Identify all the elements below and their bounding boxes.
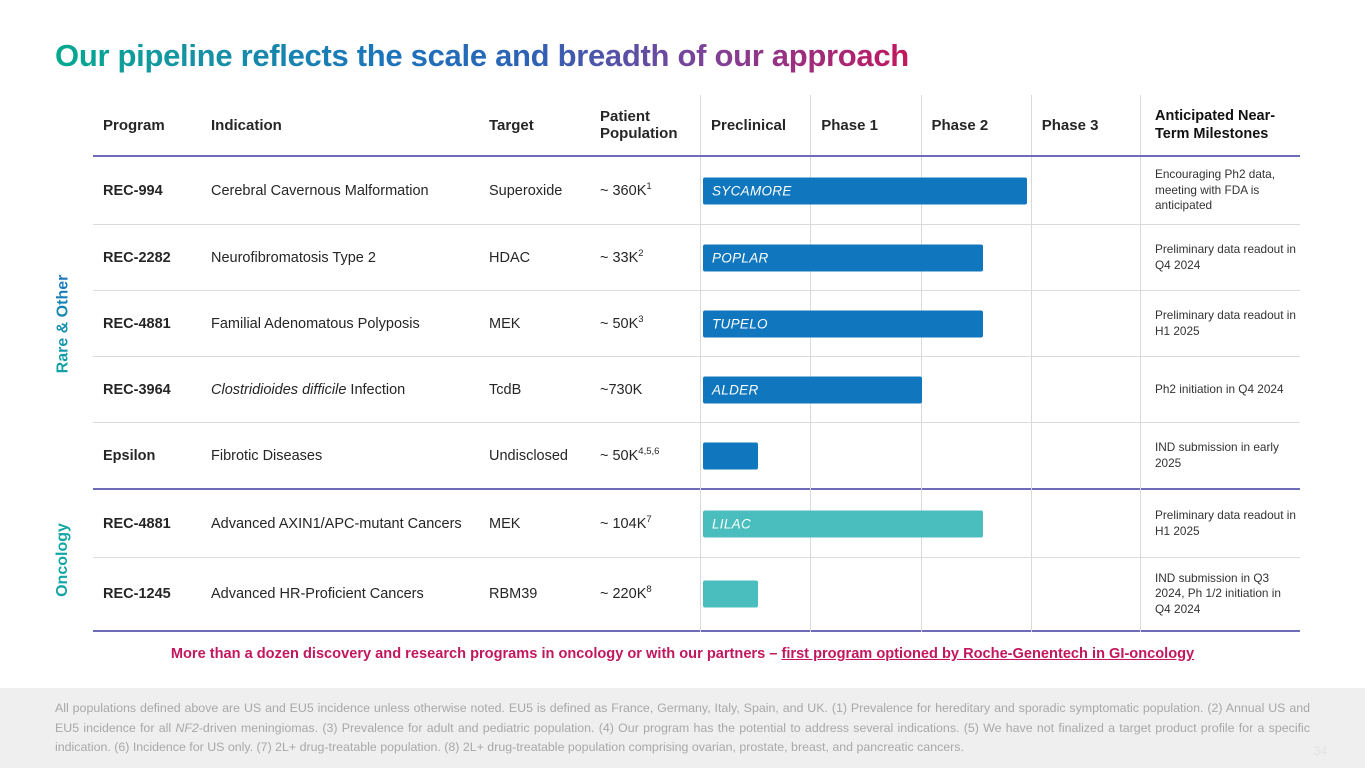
population-cell: ~730K [600,381,643,398]
target-cell: HDAC [489,249,531,266]
target-cell: RBM39 [489,586,538,602]
phase-track [700,558,1141,630]
milestone-cell: IND submission in Q3 2024, Ph 1/2 initia… [1155,570,1281,616]
section-oncology: REC-4881 Advanced AXIN1/APC-mutant Cance… [93,490,1300,632]
phase-gridline [700,95,701,632]
column-header-indication: Indication [211,116,282,134]
phase-gridline [810,95,812,632]
phase-track [700,423,1141,488]
progress-bar: LILAC [703,510,984,537]
population-cell: ~ 220K8 [600,584,652,602]
phase-gridline [1140,95,1141,632]
table-row: REC-2282 Neurofibromatosis Type 2 HDAC ~… [93,224,1300,290]
program-cell: REC-994 [103,182,163,199]
target-cell: Superoxide [489,182,563,199]
milestone-cell: Preliminary data readout in Q4 2024 [1155,241,1296,272]
program-cell: REC-3964 [103,381,171,398]
column-header-phase1: Phase 1 [821,116,878,134]
milestone-cell: IND submission in early 2025 [1155,439,1279,470]
progress-bar: TUPELO [703,310,984,337]
population-cell: ~ 50K4,5,6 [600,445,660,464]
page-title: Our pipeline reflects the scale and brea… [55,38,909,73]
column-headers-phases: Preclinical Phase 1 Phase 2 Phase 3 [700,95,1141,155]
table-row: REC-1245 Advanced HR-Proficient Cancers … [93,557,1300,630]
footnote-bar: All populations defined above are US and… [0,688,1365,768]
population-cell: ~ 360K1 [600,180,652,199]
phase-track: SYCAMORE [700,157,1141,224]
progress-bar: ALDER [703,376,923,403]
group-label-rare-other: Rare & Other [54,274,72,373]
column-header-preclinical: Preclinical [711,116,787,134]
progress-bar: SYCAMORE [703,177,1028,204]
phase-gridlines [700,95,1141,632]
phase-track: POPLAR [700,225,1141,290]
column-header-program: Program [103,116,165,134]
page-number: 34 [1313,744,1327,758]
program-cell: REC-4881 [103,515,171,532]
roche-genentech-option-text: first program optioned by Roche-Genentec… [781,646,1195,662]
phase-track: LILAC [700,490,1141,557]
indication-cell: Cerebral Cavernous Malformation [211,182,429,199]
pipeline-table: Rare & Other Oncology Program Indication… [54,95,1300,632]
indication-cell: Advanced HR-Proficient Cancers [211,586,424,602]
program-cell: REC-1245 [103,586,171,602]
column-header-patient-population: Patient Population [600,108,678,142]
milestone-cell: Ph2 initiation in Q4 2024 [1155,381,1284,396]
column-header-milestones: Anticipated Near-Term Milestones [1155,107,1276,142]
population-cell: ~ 104K7 [600,513,652,532]
target-cell: TcdB [489,381,522,398]
column-header-phase2: Phase 2 [931,116,989,134]
column-header-target: Target [489,116,534,134]
target-cell: MEK [489,315,521,332]
table-row: REC-4881 Familial Adenomatous Polyposis … [93,290,1300,356]
target-cell: MEK [489,515,521,532]
program-cell: REC-2282 [103,249,171,266]
table-row: Epsilon Fibrotic Diseases Undisclosed ~ … [93,422,1300,488]
phase-track: TUPELO [700,291,1141,356]
indication-cell: Neurofibromatosis Type 2 [211,249,376,266]
progress-bar [703,580,759,608]
table-row: REC-4881 Advanced AXIN1/APC-mutant Cance… [93,490,1300,557]
indication-cell: Advanced AXIN1/APC-mutant Cancers [211,515,462,532]
table-row: REC-994 Cerebral Cavernous Malformation … [93,157,1300,224]
progress-bar: POPLAR [703,244,984,271]
population-cell: ~ 33K2 [600,247,644,266]
milestone-cell: Encouraging Ph2 data, meeting with FDA i… [1155,167,1276,213]
section-rare-other: REC-994 Cerebral Cavernous Malformation … [93,157,1300,490]
group-label-oncology: Oncology [54,522,71,597]
milestone-cell: Preliminary data readout in H1 2025 [1155,307,1296,338]
program-cell: Epsilon [103,447,156,464]
indication-cell: Familial Adenomatous Polyposis [211,315,420,332]
progress-bar [703,442,759,469]
column-header-phase3: Phase 3 [1041,116,1099,134]
indication-cell: Clostridioides difficile Infection [211,381,406,398]
phase-gridline [1030,95,1032,632]
population-cell: ~ 50K3 [600,313,644,332]
program-cell: REC-4881 [103,315,171,332]
phase-gridline [920,95,922,632]
indication-cell: Fibrotic Diseases [211,447,323,464]
discovery-programs-callout: More than a dozen discovery and research… [170,646,1195,662]
table-row: REC-3964 Clostridioides difficile Infect… [93,356,1300,422]
target-cell: Undisclosed [489,447,568,464]
footnote-text: All populations defined above are US and… [55,701,1310,755]
milestone-cell: Preliminary data readout in H1 2025 [1155,507,1296,538]
table-header-row: Program Indication Target Patient Popula… [93,95,1300,157]
phase-track: ALDER [700,357,1141,422]
